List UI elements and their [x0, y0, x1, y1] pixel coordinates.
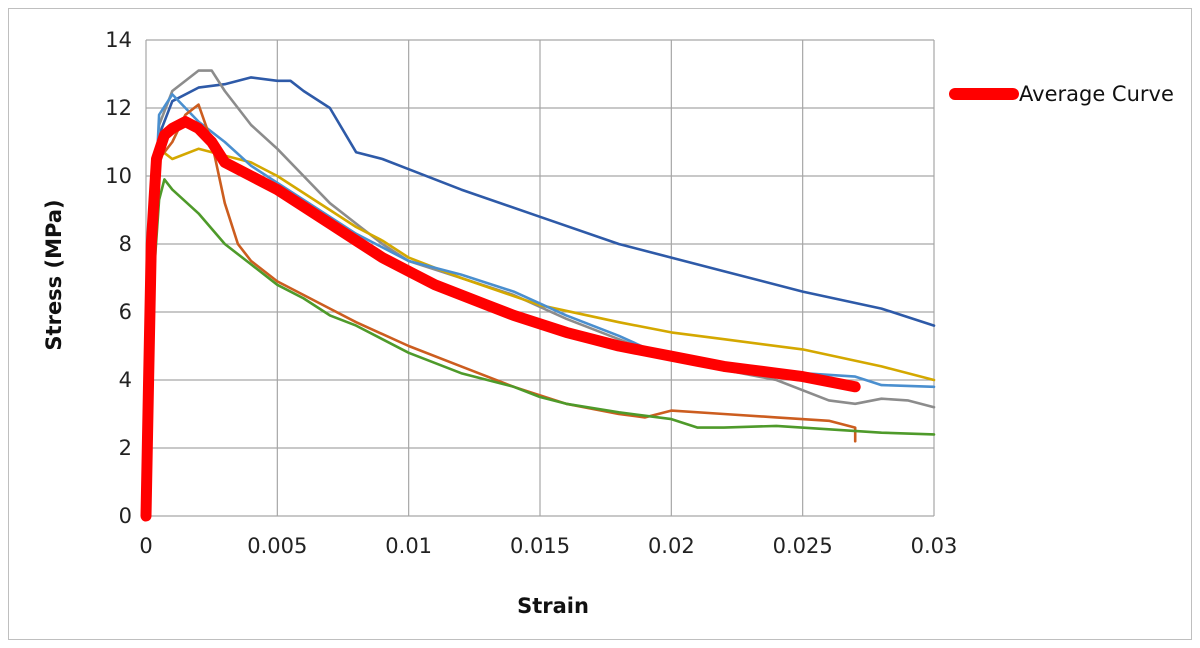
series-line-1 [144, 76, 936, 518]
series-line-2 [144, 69, 936, 518]
x-tick-label: 0.005 [247, 534, 307, 558]
grid-lines [145, 39, 935, 517]
series-line-6 [144, 178, 936, 518]
x-tick-label: 0 [139, 534, 152, 558]
series-line-3 [144, 147, 936, 518]
series-line-5 [144, 103, 857, 518]
chart-frame: 0 0.005 0.01 0.015 0.02 0.025 0.03 0 2 4 6 8 10 12 14 … [8, 8, 1192, 640]
y-tick-label: 4 [119, 368, 132, 392]
x-tick-label: 0.025 [773, 534, 833, 558]
y-axis-title: Stress (MPa) [42, 199, 66, 350]
legend: Average Curve [949, 82, 1174, 106]
x-tick-label: 0.03 [911, 534, 958, 558]
y-tick-label: 12 [105, 96, 132, 120]
y-tick-label: 6 [119, 300, 132, 324]
tick-labels: 0 0.005 0.01 0.015 0.02 0.025 0.03 0 2 4 6 8 10 12 14 [105, 28, 957, 558]
y-tick-label: 14 [105, 28, 132, 52]
x-tick-label: 0.01 [385, 534, 432, 558]
y-tick-label: 2 [119, 436, 132, 460]
data-series [140, 69, 936, 522]
stress-strain-chart: 0 0.005 0.01 0.015 0.02 0.025 0.0302468101214 … [42, 28, 1174, 618]
x-tick-label: 0.015 [510, 534, 570, 558]
y-tick-label: 0 [119, 504, 132, 528]
series-line-average-curve [140, 116, 861, 522]
y-tick-label: 8 [119, 232, 132, 256]
x-axis-title: Strain [517, 594, 589, 618]
legend-label-average-curve: Average Curve [1019, 82, 1174, 106]
y-tick-label: 10 [105, 164, 132, 188]
x-tick-label: 0.02 [648, 534, 695, 558]
